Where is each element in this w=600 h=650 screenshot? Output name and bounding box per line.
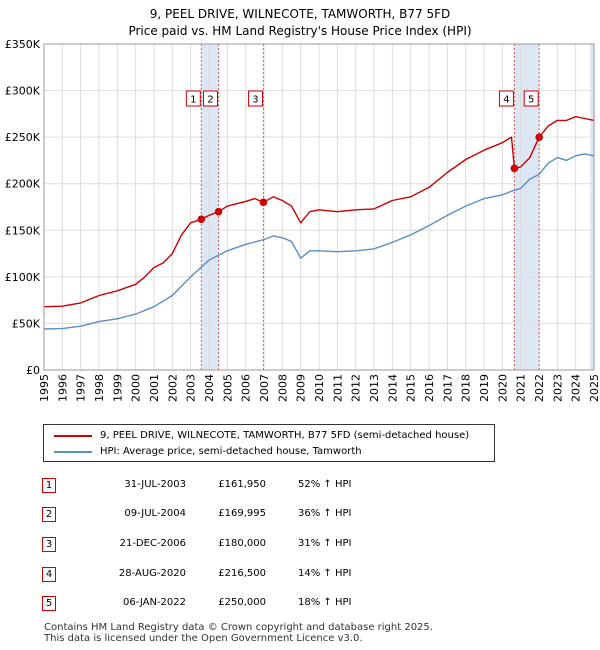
x-tick-label: 2024 [570, 374, 583, 402]
x-tick-label: 2016 [423, 374, 436, 402]
sale-point-2 [214, 207, 223, 216]
sale-marker-label-1: 1 [190, 95, 196, 106]
transaction-number-badge: 1 [42, 478, 56, 493]
chart-legend: 9, PEEL DRIVE, WILNECOTE, TAMWORTH, B77 … [43, 424, 495, 462]
x-tick-label: 2017 [441, 374, 454, 402]
transaction-date: 31-JUL-2003 [124, 479, 186, 490]
sale-marker-label-3: 3 [252, 95, 258, 106]
sale-marker-label-2: 2 [207, 95, 213, 106]
table-row: 5 06-JAN-2022 £250,000 18% ↑ HPI [0, 594, 600, 614]
x-tick-label: 2019 [478, 374, 491, 402]
x-tick-label: 2011 [331, 374, 344, 402]
y-tick-label: £300K [5, 85, 41, 98]
x-tick-label: 2009 [295, 374, 308, 402]
x-tick-label: 2007 [258, 374, 271, 402]
transaction-hpi-change: 31% ↑ HPI [298, 538, 352, 549]
chart-title-line1: 9, PEEL DRIVE, WILNECOTE, TAMWORTH, B77 … [149, 7, 451, 21]
sale-marker-box-4 [498, 90, 514, 107]
transaction-date: 06-JAN-2022 [122, 597, 186, 608]
transaction-price: £161,950 [218, 479, 266, 490]
footer-line1: Contains HM Land Registry data © Crown c… [44, 622, 433, 633]
x-tick-label: 1996 [56, 374, 69, 402]
x-tick-label: 2006 [240, 374, 253, 402]
footer-attribution: Contains HM Land Registry data © Crown c… [44, 622, 433, 644]
x-tick-label: 2013 [368, 374, 381, 402]
series-line-hpi [43, 153, 595, 330]
table-row: 4 28-AUG-2020 £216,500 14% ↑ HPI [0, 565, 600, 585]
sale-point-5 [535, 133, 543, 141]
transaction-date: 28-AUG-2020 [118, 568, 186, 579]
sale-marker-label-5: 5 [528, 95, 534, 106]
sale-marker-box-2 [203, 90, 219, 107]
y-tick-label: £200K [5, 178, 41, 191]
transaction-price: £250,000 [218, 597, 266, 608]
transaction-hpi-change: 52% ↑ HPI [298, 479, 352, 490]
x-tick-label: 2000 [130, 374, 143, 402]
footer-line2: This data is licensed under the Open Gov… [44, 633, 363, 644]
x-tick-label: 1999 [111, 374, 124, 402]
x-tick-label: 2020 [496, 374, 509, 402]
sale-marker-box-1 [185, 90, 201, 107]
x-tick-label: 2021 [515, 374, 528, 402]
sale-point-3 [259, 198, 268, 207]
x-tick-label: 2015 [405, 374, 418, 402]
legend-swatch-property [54, 435, 92, 437]
x-tick-label: 2010 [313, 374, 326, 402]
x-tick-label: 2005 [221, 374, 234, 402]
x-tick-label: 2004 [203, 374, 216, 402]
transaction-price: £169,995 [218, 508, 266, 519]
sale-marker-box-3 [247, 90, 263, 107]
chart-title: 9, PEEL DRIVE, WILNECOTE, TAMWORTH, B77 … [0, 6, 600, 40]
x-tick-label: 2022 [533, 374, 546, 402]
shaded-period-3 [590, 44, 594, 370]
x-tick-label: 2012 [350, 374, 363, 402]
x-tick-label: 1998 [93, 374, 106, 402]
legend-label-property: 9, PEEL DRIVE, WILNECOTE, TAMWORTH, B77 … [100, 430, 470, 441]
y-tick-label: £0 [26, 364, 40, 377]
series-line-property [43, 115, 595, 308]
table-row: 2 09-JUL-2004 £169,995 36% ↑ HPI [0, 505, 600, 525]
price-chart: £0 £50K £100K £150K £200K £250K £300K £350K 1995… [5, 38, 600, 402]
y-tick-label: £250K [5, 131, 41, 144]
x-tick-label: 1995 [38, 374, 51, 402]
transaction-hpi-change: 14% ↑ HPI [298, 568, 352, 579]
sale-marker-label-4: 4 [503, 95, 509, 106]
legend-label-hpi: HPI: Average price, semi-detached house,… [100, 446, 362, 457]
y-tick-label: £350K [5, 38, 41, 51]
sale-point-1 [197, 215, 206, 223]
transaction-date: 21-DEC-2006 [119, 538, 186, 549]
transaction-date: 09-JUL-2004 [124, 508, 186, 519]
transaction-hpi-change: 36% ↑ HPI [298, 508, 352, 519]
transaction-number-badge: 5 [42, 596, 56, 611]
sale-marker-box-5 [523, 90, 539, 107]
sale-point-4 [510, 164, 519, 173]
x-tick-label: 2018 [460, 374, 473, 402]
x-tick-label: 2025 [588, 374, 600, 402]
x-tick-label: 2003 [185, 374, 198, 402]
chart-title-line2: Price paid vs. HM Land Registry's House … [128, 24, 472, 38]
x-tick-label: 2001 [148, 374, 161, 402]
transaction-number-badge: 2 [42, 507, 56, 522]
transaction-hpi-change: 18% ↑ HPI [298, 597, 352, 608]
x-tick-label: 2023 [551, 374, 564, 402]
table-row: 1 31-JUL-2003 £161,950 52% ↑ HPI [0, 476, 600, 496]
y-tick-label: £150K [5, 224, 41, 237]
x-tick-label: 2002 [166, 374, 179, 402]
transaction-number-badge: 4 [42, 567, 56, 582]
plot-frame [43, 43, 595, 371]
y-tick-label: £50K [12, 317, 41, 330]
legend-swatch-hpi [54, 451, 92, 453]
transaction-number-badge: 3 [42, 537, 56, 552]
x-tick-label: 1997 [75, 374, 88, 402]
y-tick-label: £100K [5, 271, 41, 284]
x-tick-label: 2008 [276, 374, 289, 402]
transaction-price: £216,500 [218, 568, 266, 579]
table-row: 3 21-DEC-2006 £180,000 31% ↑ HPI [0, 535, 600, 555]
shaded-period-1 [201, 44, 219, 370]
x-tick-label: 2014 [386, 374, 399, 402]
transaction-price: £180,000 [218, 538, 266, 549]
